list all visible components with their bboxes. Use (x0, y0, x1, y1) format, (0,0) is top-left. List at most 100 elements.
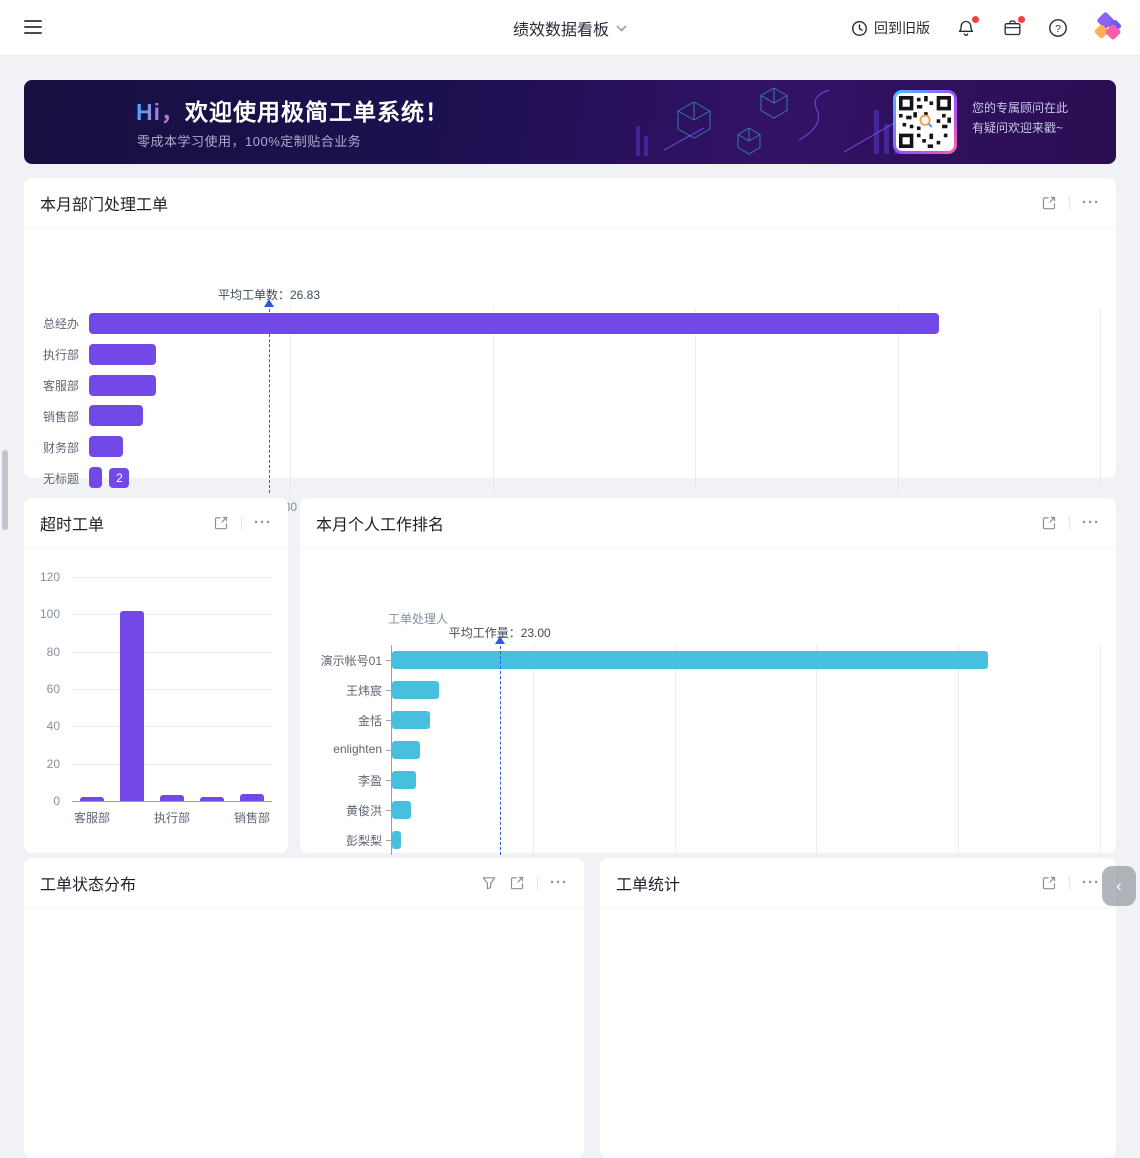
gridline (897, 308, 899, 493)
category-label: 李盈 (357, 774, 382, 788)
more-button[interactable]: ··· (1082, 194, 1100, 211)
left-scrollbar-thumb[interactable] (2, 450, 8, 530)
notification-button[interactable] (956, 16, 979, 38)
expand-icon (1042, 516, 1056, 530)
category-label: 执行部 (153, 811, 191, 825)
gridline (72, 614, 272, 616)
more-button[interactable]: ··· (550, 874, 568, 891)
divider (1069, 876, 1070, 890)
gridline (958, 645, 960, 855)
average-line (499, 641, 501, 855)
bar (89, 405, 143, 427)
bar (392, 681, 440, 699)
page-title: 绩效数据看板 (512, 22, 610, 39)
bell-icon (958, 20, 974, 36)
x-axis-line (72, 801, 272, 802)
category-label: 总经办 (42, 317, 79, 332)
y-tick-label: 0 (53, 794, 60, 808)
bar (392, 651, 988, 669)
qr-caption-line1: 您的专属顾问在此 (972, 101, 1069, 115)
chart-overtime-bar: 0 20 40 60 80 100 120 客服部 执行部 销售部 (24, 548, 288, 853)
divider (1069, 516, 1070, 530)
gridline (290, 308, 292, 493)
dashboard-content: Hi，欢迎使用极简工单系统！ 零成本学习使用，100%定制贴合业务 (0, 56, 1140, 1158)
average-line-arrow (494, 631, 505, 644)
average-label: 平均工单数：26.83 (217, 288, 321, 302)
qr-pattern-icon (899, 96, 951, 148)
bar (89, 343, 157, 365)
average-line-arrow (264, 294, 274, 307)
app-logo[interactable] (1093, 11, 1124, 43)
average-label: 平均工作量：23.00 (448, 626, 551, 640)
qr-caption-line2: 有疑问欢迎来戳~ (972, 121, 1064, 135)
category-label: 财务部 (42, 440, 79, 455)
gridline (72, 726, 272, 728)
axis-tick (386, 840, 391, 841)
card-personal-ranking: 本月个人工作排名 ··· 0306090120150演示帐号01王炜宸金恬enl… (300, 498, 1116, 876)
banner-title-text: 欢迎使用极简工单系统！ (185, 99, 449, 125)
collapse-handle[interactable]: ‹ (1102, 866, 1136, 906)
legacy-label: 回到旧版 (874, 20, 930, 36)
bar (392, 801, 411, 819)
y-tick-label: 120 (39, 570, 60, 584)
chart-personal-bar: 0306090120150演示帐号01王炜宸金恬enlighten李盈黄俊洪彭梨… (300, 548, 1116, 876)
gridline (674, 645, 676, 855)
gridline (695, 308, 697, 493)
y-tick-label: 80 (46, 644, 60, 659)
gridline (532, 645, 534, 855)
card-workorder-stats: 工单统计 ··· (600, 858, 1116, 1158)
chevron-down-icon (616, 25, 627, 31)
help-button[interactable]: ? (1048, 18, 1068, 38)
qr-caption: 您的专属顾问在此 有疑问欢迎来戳~ (972, 98, 1068, 138)
expand-button[interactable] (1041, 195, 1057, 211)
more-button[interactable]: ··· (254, 514, 272, 531)
expand-icon (1042, 196, 1056, 210)
axis-tick (386, 690, 391, 691)
category-label: 客服部 (73, 811, 111, 825)
gridline (72, 577, 272, 578)
briefcase-icon (1004, 20, 1021, 36)
bar (392, 711, 430, 729)
gridline (72, 763, 272, 765)
bar (392, 771, 416, 789)
card-title: 本月个人工作排名 (316, 516, 445, 534)
divider (241, 516, 242, 530)
more-button[interactable]: ··· (1082, 874, 1100, 891)
expand-button[interactable] (509, 875, 525, 891)
expand-button[interactable] (213, 515, 229, 531)
welcome-banner: Hi，欢迎使用极简工单系统！ 零成本学习使用，100%定制贴合业务 (24, 80, 1116, 164)
axis-name-label: 工单处理人 (388, 612, 449, 626)
menu-button[interactable] (24, 20, 42, 36)
category-label: 金恬 (357, 714, 382, 728)
gridline (492, 308, 494, 493)
expand-icon (1042, 876, 1056, 890)
dashboard-title-dropdown[interactable]: 绩效数据看板 (513, 0, 627, 56)
axis-tick (386, 810, 391, 811)
category-label: 无标题 (42, 471, 79, 486)
bar (89, 374, 157, 396)
top-navbar: 绩效数据看板 回到旧版 (0, 0, 1140, 56)
more-button[interactable]: ··· (1082, 514, 1100, 531)
axis-tick (386, 750, 391, 751)
gridline (1100, 645, 1101, 855)
banner-greeting: Hi， (136, 99, 185, 125)
message-center-button[interactable] (1002, 16, 1025, 38)
category-label: 王炜宸 (345, 684, 382, 698)
expand-icon (510, 876, 524, 890)
card-overtime-workorders: 超时工单 ··· 0 20 40 60 80 100 120 客服部 执行部 销售部 (24, 498, 288, 853)
bar (392, 741, 421, 759)
expand-button[interactable] (1041, 875, 1057, 891)
category-label: 执行部 (42, 348, 79, 363)
expand-button[interactable] (1041, 515, 1057, 531)
divider (1069, 196, 1070, 210)
bar (160, 795, 184, 801)
card-status-distribution: 工单状态分布 ··· (24, 858, 584, 1158)
back-to-legacy-button[interactable]: 回到旧版 (851, 18, 930, 38)
gridline (72, 689, 272, 690)
average-line (269, 304, 270, 493)
question-icon: ? (1049, 19, 1067, 37)
filter-button[interactable] (481, 875, 497, 891)
bar (89, 467, 103, 489)
gridline (816, 645, 818, 855)
category-label: 销售部 (42, 409, 79, 424)
